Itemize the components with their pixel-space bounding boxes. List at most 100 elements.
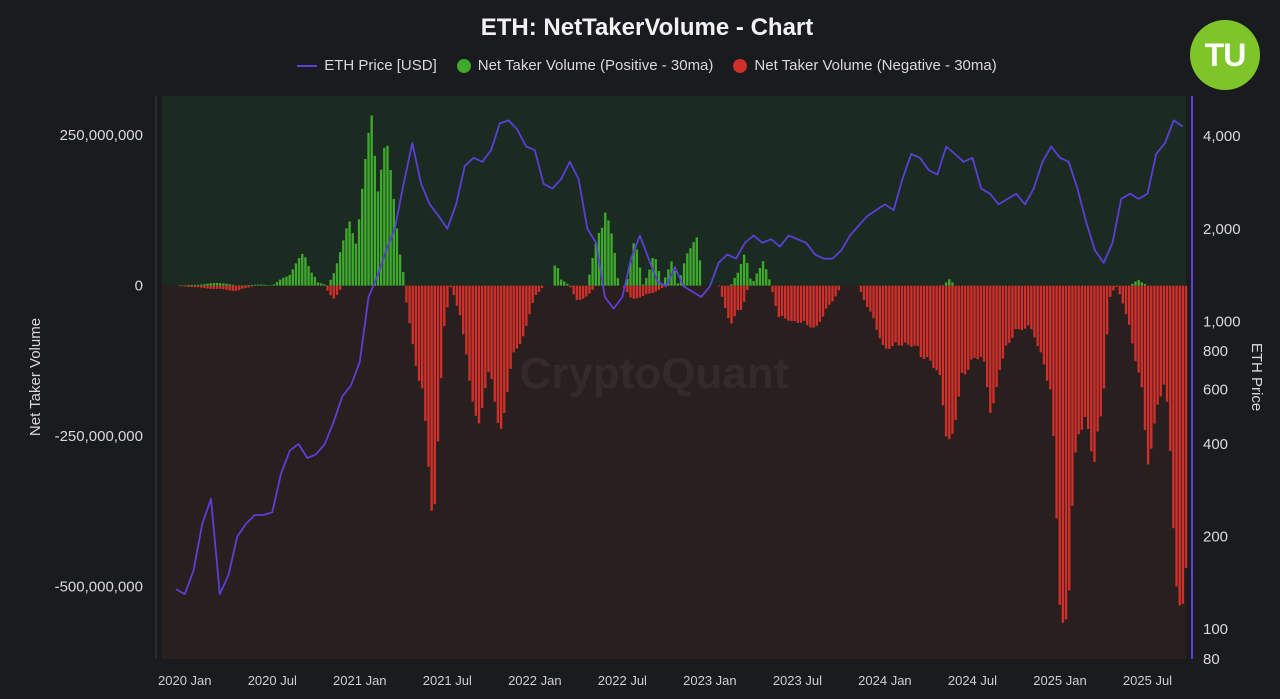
negative-volume-bar [1178, 285, 1181, 606]
negative-volume-bar [200, 285, 203, 288]
positive-volume-bar [626, 278, 629, 286]
y-tick-label: 0 [135, 278, 143, 295]
positive-volume-bar [944, 282, 948, 286]
negative-volume-bar [941, 285, 945, 406]
negative-volume-bar [783, 285, 787, 319]
negative-volume-bar [326, 285, 329, 291]
negative-volume-bar [629, 285, 632, 298]
negative-volume-bar [329, 285, 332, 296]
negative-volume-bar [922, 285, 926, 359]
negative-volume-bar [1080, 285, 1084, 430]
negative-volume-bar [948, 285, 951, 440]
negative-volume-bar [1030, 285, 1033, 330]
positive-volume-bar [304, 257, 307, 286]
legend-item-eth-price[interactable]: ETH Price [USD] [297, 57, 437, 74]
positive-volume-bar [190, 284, 193, 286]
positive-volume-bar [616, 278, 620, 286]
negative-volume-bar [859, 285, 863, 292]
negative-volume-bar [1061, 285, 1065, 623]
positive-volume-bar [1140, 282, 1143, 286]
negative-volume-bar [1153, 285, 1156, 424]
negative-volume-bar [907, 285, 910, 345]
negative-volume-bar [1143, 285, 1147, 431]
negative-volume-bar [894, 285, 897, 343]
positive-volume-bar [225, 283, 228, 286]
positive-volume-bar [361, 188, 364, 286]
negative-volume-bar [1134, 285, 1137, 362]
legend-line-swatch [297, 64, 318, 67]
negative-volume-bar [512, 285, 515, 353]
negative-volume-bar [534, 285, 537, 296]
negative-volume-bar [588, 285, 591, 294]
positive-volume-bar [657, 270, 661, 286]
legend-item-negative[interactable]: Net Taker Volume (Negative - 30ma) [733, 57, 997, 74]
negative-volume-bar [575, 285, 579, 300]
positive-volume-bar [301, 253, 304, 286]
positive-volume-bar [686, 253, 689, 286]
negative-volume-bar [506, 285, 509, 393]
negative-volume-bar [181, 285, 184, 287]
negative-volume-bar [1109, 285, 1112, 297]
negative-volume-bar [219, 285, 222, 289]
negative-volume-bar [1181, 285, 1185, 604]
positive-volume-bar [1143, 283, 1147, 286]
negative-volume-bar [1014, 285, 1017, 330]
positive-volume-bar [1137, 279, 1140, 286]
negative-volume-bar [648, 285, 651, 294]
negative-volume-bar [1169, 285, 1172, 451]
negative-volume-bar [515, 285, 519, 349]
negative-volume-bar [790, 285, 793, 322]
legend-label-eth-price: ETH Price [USD] [324, 57, 437, 74]
positive-volume-bar [402, 272, 405, 286]
negative-volume-bar [635, 285, 638, 299]
negative-volume-bar [998, 285, 1001, 371]
negative-volume-bar [585, 285, 588, 297]
x-tick-label: 2022 Jul [598, 673, 647, 688]
positive-volume-bar [203, 284, 206, 286]
positive-volume-bar [310, 272, 313, 286]
positive-volume-bar [357, 219, 361, 286]
positive-volume-bar [676, 283, 680, 286]
x-tick-label: 2024 Jul [948, 673, 997, 688]
negative-volume-bar [1074, 285, 1077, 453]
negative-volume-bar [569, 285, 572, 288]
negative-volume-bar [537, 285, 541, 293]
negative-volume-bar [474, 285, 478, 416]
positive-volume-bar [282, 277, 285, 286]
positive-volume-bar [632, 243, 635, 286]
positive-volume-bar [600, 227, 604, 286]
negative-volume-bar [976, 285, 979, 360]
positive-volume-bar [187, 285, 190, 286]
negative-volume-bar [528, 285, 531, 315]
y2-tick-label: 600 [1203, 382, 1228, 399]
negative-volume-bar [244, 285, 247, 289]
positive-volume-bar [664, 277, 667, 286]
negative-volume-bar [490, 285, 493, 379]
negative-volume-bar [818, 285, 822, 322]
negative-volume-bar [433, 285, 436, 505]
positive-volume-bar [212, 283, 216, 286]
positive-volume-bar [370, 115, 373, 286]
legend-item-positive[interactable]: Net Taker Volume (Positive - 30ma) [456, 57, 713, 74]
positive-volume-bar [689, 248, 692, 286]
positive-volume-bar [332, 273, 335, 286]
negative-volume-bar [932, 285, 935, 368]
positive-volume-bar [278, 279, 282, 286]
positive-volume-bar [758, 268, 762, 286]
negative-volume-bar [477, 285, 481, 424]
positive-volume-bar [638, 267, 642, 286]
negative-volume-bar [992, 285, 995, 404]
positive-volume-bar [256, 284, 260, 286]
volume-bars [177, 115, 1188, 623]
positive-volume-bar [272, 284, 276, 286]
negative-volume-bar [1124, 285, 1128, 315]
negative-volume-bar [967, 285, 970, 370]
negative-volume-bar [1102, 285, 1106, 389]
negative-volume-bar [222, 285, 225, 290]
y2-tick-label: 200 [1203, 529, 1228, 546]
negative-volume-bar [1049, 285, 1052, 390]
positive-volume-bar [951, 282, 954, 286]
negative-volume-bar [572, 285, 575, 295]
negative-volume-bar [1083, 285, 1087, 418]
negative-volume-bar [1064, 285, 1068, 620]
